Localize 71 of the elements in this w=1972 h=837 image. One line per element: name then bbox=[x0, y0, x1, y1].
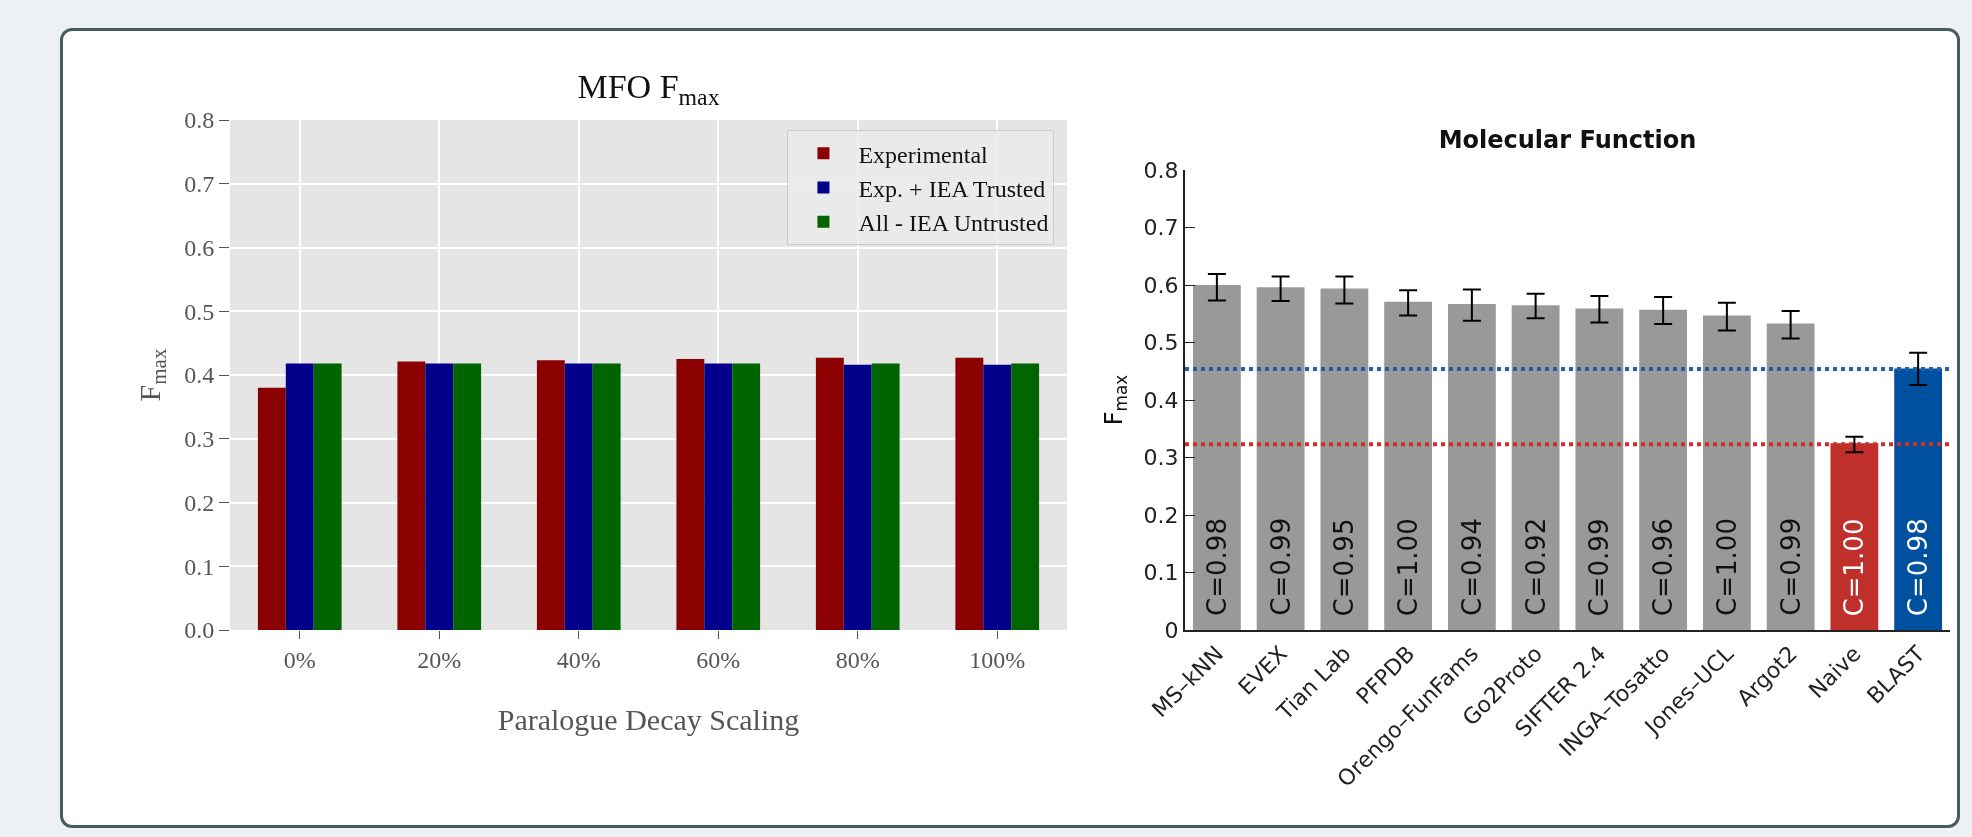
bar bbox=[704, 363, 733, 630]
annotation: C=0.99 bbox=[1584, 518, 1615, 617]
annotation: C=0.99 bbox=[1775, 517, 1806, 616]
bar bbox=[732, 363, 761, 630]
bar bbox=[1192, 285, 1241, 630]
bar bbox=[397, 361, 426, 630]
y-tick-label: 0.4 bbox=[1143, 387, 1179, 413]
annotation: C=0.92 bbox=[1520, 517, 1551, 616]
bar bbox=[1702, 315, 1751, 630]
bar bbox=[871, 363, 900, 630]
bar bbox=[536, 360, 565, 630]
annotation: C=0.95 bbox=[1329, 518, 1360, 617]
legend-label: All - IEA Untrusted bbox=[858, 210, 1049, 237]
annotation: C=0.94 bbox=[1456, 518, 1487, 616]
bar bbox=[1894, 368, 1943, 630]
bar bbox=[983, 364, 1012, 630]
bar bbox=[1766, 323, 1815, 630]
bar bbox=[1575, 308, 1624, 630]
annotation: C=1.00 bbox=[1711, 518, 1742, 616]
bar bbox=[313, 363, 342, 630]
chart-title: Molecular Function bbox=[1438, 126, 1697, 154]
annotation: C=0.99 bbox=[1265, 517, 1296, 616]
y-tick-label: 0.2 bbox=[184, 489, 215, 516]
x-tick-label: 60% bbox=[696, 646, 741, 673]
y-tick-label: 0.3 bbox=[184, 426, 215, 453]
bar bbox=[676, 359, 705, 630]
bar bbox=[592, 363, 621, 630]
bar bbox=[1384, 301, 1433, 630]
annotation: C=0.96 bbox=[1648, 518, 1679, 617]
legend-label: Exp. + IEA Trusted bbox=[858, 175, 1046, 202]
annotation: C=0.98 bbox=[1201, 518, 1232, 616]
y-tick-label: 0 bbox=[1164, 617, 1179, 643]
y-tick-label: 0.6 bbox=[184, 234, 215, 261]
bar bbox=[1011, 363, 1040, 630]
bar bbox=[1447, 303, 1496, 630]
y-tick-label: 0.1 bbox=[1143, 560, 1179, 586]
bar bbox=[453, 363, 482, 630]
legend-label: Experimental bbox=[858, 141, 989, 168]
x-tick-label: 40% bbox=[556, 646, 601, 673]
y-tick-label: 0.0 bbox=[184, 617, 215, 644]
y-tick-label: 0.3 bbox=[1143, 445, 1179, 471]
bar bbox=[1320, 288, 1369, 630]
x-tick-label: 20% bbox=[417, 646, 462, 673]
bar bbox=[843, 364, 872, 630]
y-tick-label: 0.5 bbox=[1143, 330, 1179, 356]
bar bbox=[285, 363, 314, 630]
bar bbox=[955, 357, 984, 630]
y-tick-label: 0.8 bbox=[184, 107, 215, 134]
bar bbox=[564, 363, 593, 630]
y-tick-label: 0.7 bbox=[184, 171, 215, 198]
annotation: C=0.98 bbox=[1903, 518, 1934, 617]
annotation: C=1.00 bbox=[1393, 518, 1424, 617]
bar bbox=[815, 357, 844, 630]
x-axis-title: Paralogue Decay Scaling bbox=[497, 703, 800, 736]
bar bbox=[1511, 305, 1560, 630]
x-tick-label: 0% bbox=[283, 646, 316, 673]
y-tick-label: 0.2 bbox=[1143, 502, 1179, 528]
annotation: C=1.00 bbox=[1839, 518, 1870, 617]
y-tick-label: 0.7 bbox=[1143, 215, 1179, 241]
bar bbox=[1256, 287, 1305, 630]
bar bbox=[257, 387, 286, 630]
bar bbox=[1639, 309, 1688, 630]
y-tick-label: 0.8 bbox=[1143, 157, 1179, 183]
chart-title: MFO F$_{max}$ bbox=[577, 68, 720, 111]
x-tick-label: 80% bbox=[835, 646, 880, 673]
y-tick-label: 0.4 bbox=[184, 362, 215, 389]
y-tick-label: 0.5 bbox=[184, 298, 215, 325]
x-tick-label: 100% bbox=[969, 646, 1026, 673]
y-tick-label: 0.6 bbox=[1143, 272, 1179, 298]
bar bbox=[425, 363, 454, 630]
y-tick-label: 0.1 bbox=[184, 553, 215, 580]
